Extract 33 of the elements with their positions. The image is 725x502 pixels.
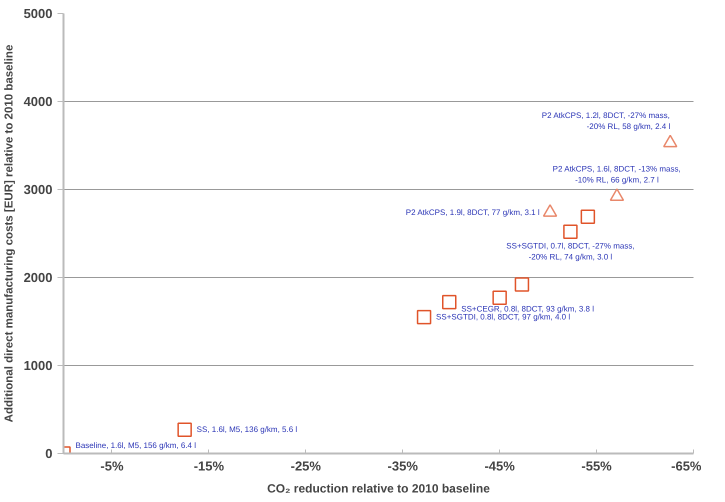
- x-tick-label: -45%: [484, 458, 516, 474]
- point: [542, 204, 558, 217]
- y-tick-label: 0: [45, 446, 53, 461]
- x-tick-label: -15%: [194, 458, 224, 474]
- annotation: SS, 1.6l, M5, 136 g/km, 5.6 l: [196, 425, 298, 434]
- point: [416, 310, 432, 324]
- x-tick-label: -5%: [100, 458, 124, 474]
- point: [514, 277, 530, 292]
- annotation: P2 AtkCPS, 1.6l, 8DCT, -13% mass, -10% RL, 66 g/km, 2.7 l: [552, 164, 681, 185]
- y-tick-label: 5000: [24, 6, 52, 21]
- x-tick-label: -65%: [671, 458, 702, 474]
- annotation: SS+SGTDI, 0.8l, 8DCT, 97 g/km, 4.0 l: [436, 312, 570, 322]
- annotation: P2 AtkCPS, 1.9l, 8DCT, 77 g/km, 3.1 l: [406, 208, 540, 217]
- annotation: Baseline, 1.6l, M5, 156 g/km, 6.4 l: [76, 441, 196, 450]
- x-tick-label: -35%: [388, 458, 418, 474]
- annotation: P2 AtkCPS, 1.2l, 8DCT, -27% mass, -20% RL, 58 g/km, 2.4 l: [542, 111, 670, 131]
- y-axis-title: Additional direct manufacturing costs [EUR] relative to 2010 baseline: [4, 44, 16, 422]
- annotation: SS+SGTDI, 0.7l, 8DCT, -27% mass, -20% RL, 74 g/km, 3.0 l: [506, 242, 635, 262]
- point: [177, 422, 192, 437]
- y-tick-label: 1000: [24, 358, 52, 373]
- y-tick-label: 3000: [24, 182, 52, 197]
- y-tick-label: 2000: [24, 270, 52, 285]
- x-tick-label: -25%: [290, 458, 322, 474]
- annotation: SS+CEGR, 0.8l, 8DCT, 93 g/km, 3.8 l: [461, 304, 594, 314]
- x-axis-title: CO₂ reduction relative to 2010 baseline: [267, 482, 490, 496]
- point: [563, 224, 578, 239]
- point: [580, 210, 596, 224]
- x-tick-label: -55%: [581, 458, 612, 474]
- point: [610, 188, 624, 202]
- point: [492, 290, 507, 305]
- point: [442, 294, 457, 310]
- point: [662, 134, 678, 148]
- y-tick-label: 4000: [24, 94, 52, 109]
